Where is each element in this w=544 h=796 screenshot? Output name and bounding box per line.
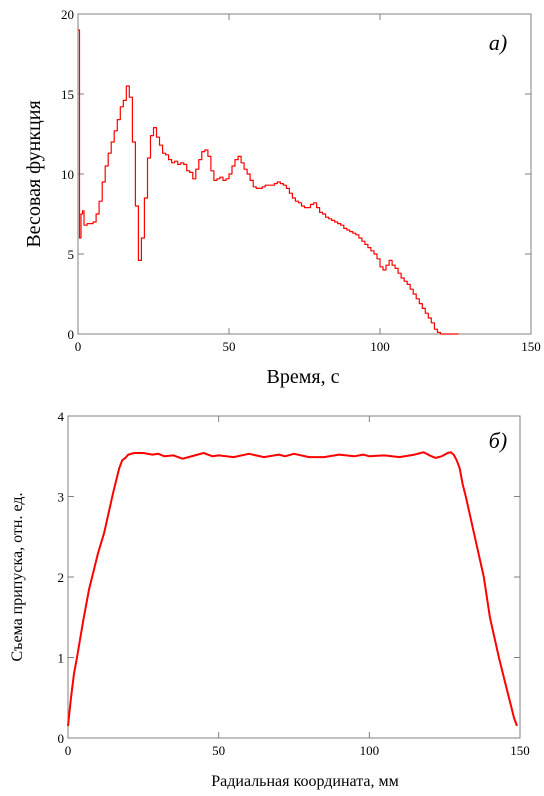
x-tick-label: 150: [521, 339, 541, 354]
y-tick-label: 15: [61, 87, 74, 102]
x-tick-label: 50: [212, 743, 225, 758]
y-tick-label: 2: [58, 570, 65, 585]
y-tick-label: 3: [58, 490, 65, 505]
series-line: [67, 451, 518, 727]
x-tick-label: 100: [360, 743, 380, 758]
x-tick-label: 50: [223, 339, 236, 354]
y-tick-label: 20: [61, 7, 74, 22]
y-tick-label: 10: [61, 167, 74, 182]
x-tick-label: 150: [510, 743, 530, 758]
y-tick-label: 1: [58, 651, 65, 666]
y-tick-label: 4: [58, 409, 65, 424]
plot-frame: [77, 13, 532, 335]
y-axis-label: Весовая функция: [23, 100, 45, 247]
y-tick-label: 0: [58, 731, 65, 746]
x-axis-label: Время, с: [267, 366, 340, 388]
x-tick-label: 100: [370, 339, 390, 354]
panel-label: б): [489, 428, 507, 453]
x-tick-label: 0: [65, 743, 72, 758]
plot-frame: [67, 415, 521, 739]
y-axis-label: Съема припуска, отн. ед.: [9, 493, 26, 662]
chart-panel-a: 0 50 100 150 0 5 10 15 20 Время, с Весовая функция…: [23, 7, 541, 388]
x-axis-label: Радиальная координата, мм: [211, 773, 399, 790]
y-tick-label: 0: [68, 327, 75, 342]
panel-label: а): [489, 30, 507, 55]
x-tick-label: 0: [75, 339, 82, 354]
chart-panel-b: 0 50 100 150 0 1 2 3 4 Радиальная координата, мм С…: [9, 409, 530, 790]
series-line: [78, 29, 459, 335]
y-tick-label: 5: [68, 247, 75, 262]
